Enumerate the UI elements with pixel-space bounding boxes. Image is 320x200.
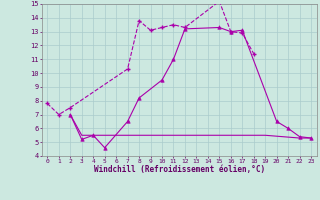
- X-axis label: Windchill (Refroidissement éolien,°C): Windchill (Refroidissement éolien,°C): [94, 165, 265, 174]
